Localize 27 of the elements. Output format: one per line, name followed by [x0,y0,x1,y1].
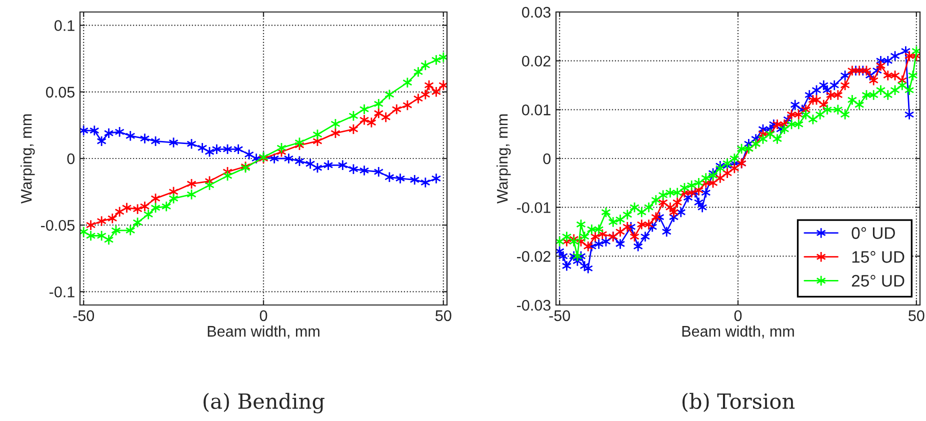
x-tick-label: 0 [260,310,268,322]
legend-label: 0° UD [852,227,895,239]
y-tick-label: -0.03 [517,300,550,311]
x-tick-label: -50 [549,310,570,322]
y-tick-label: 0 [543,153,551,164]
y-axis-title: Warping, mm [20,114,35,204]
y-tick-label: 0.02 [522,56,550,67]
y-tick-label: 0.03 [522,6,550,18]
y-tick-label: 0.1 [54,20,74,32]
legend-label: 15° UD [852,251,904,263]
y-tick-label: 0.05 [46,86,74,98]
y-tick-label: -0.1 [49,286,74,298]
x-tick-label: -50 [73,310,94,322]
y-tick-label: -0.02 [517,251,550,262]
y-axis-title: Warping, mm [496,114,511,204]
y-tick-label: 0 [67,153,75,164]
legend-label: 25° UD [852,274,904,287]
text: (a) Bending [204,392,324,414]
x-tick-label: 50 [908,310,924,322]
x-tick-label: 0 [734,310,742,322]
y-tick-label: -0.01 [517,202,550,214]
y-tick-label: -0.05 [41,220,74,231]
x-tick-label: 50 [436,310,452,322]
x-axis-title: Beam width, mm [208,325,320,339]
y-tick-label: 0.01 [522,104,550,116]
text: (b) Torsion [682,392,795,412]
x-axis-title: Beam width, mm [682,325,794,339]
